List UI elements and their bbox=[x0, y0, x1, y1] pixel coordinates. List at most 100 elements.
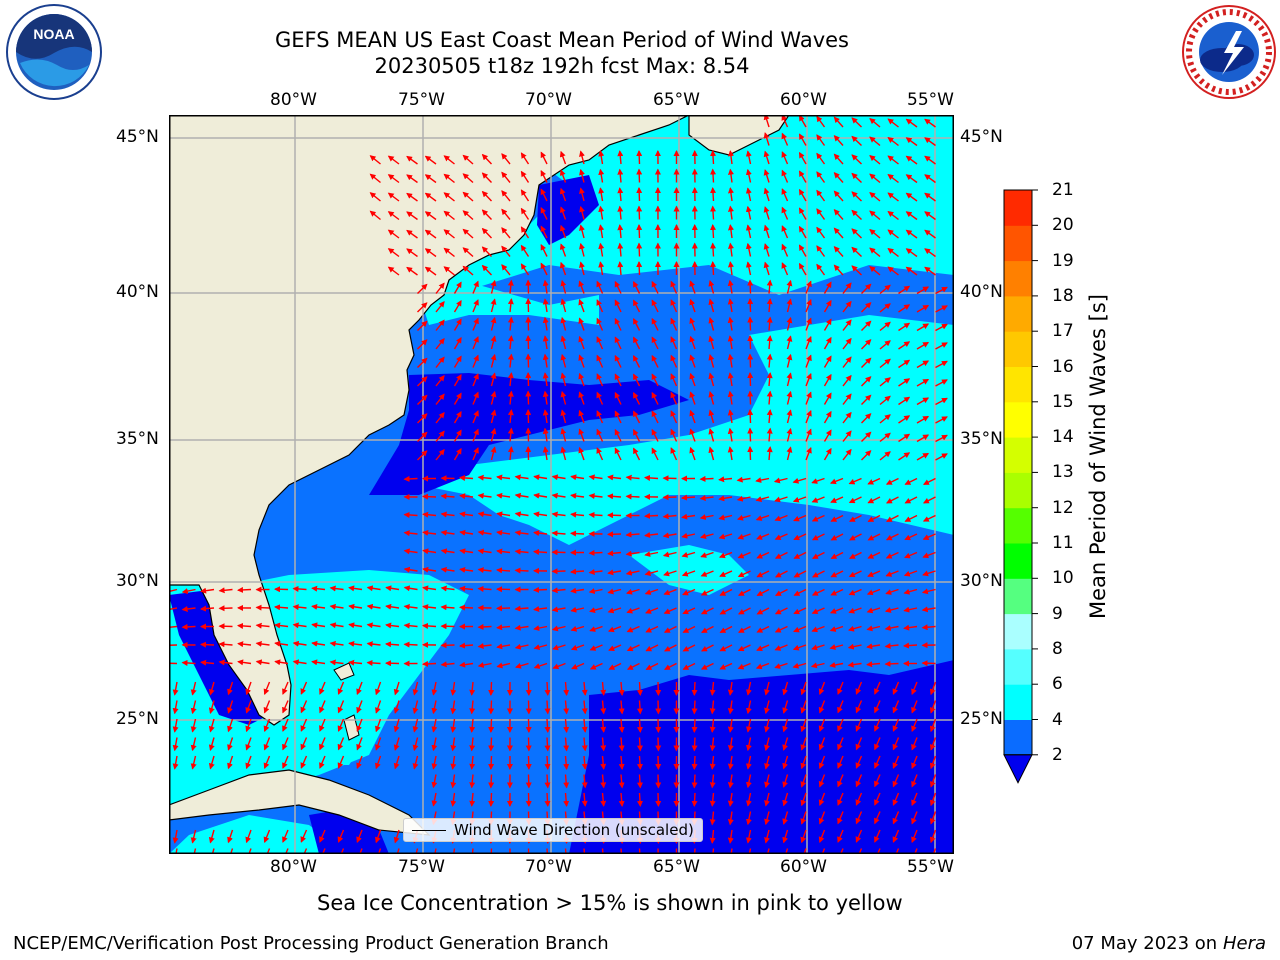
wind-wave-arrow bbox=[501, 227, 511, 239]
wind-wave-arrow bbox=[321, 848, 326, 854]
wind-wave-arrow bbox=[581, 700, 588, 715]
wind-wave-arrow bbox=[319, 718, 326, 732]
wind-wave-arrow bbox=[861, 339, 872, 350]
wind-wave-arrow bbox=[879, 358, 891, 369]
wind-wave-arrow bbox=[708, 298, 715, 313]
wind-wave-arrow bbox=[607, 550, 622, 557]
wind-wave-arrow bbox=[916, 378, 930, 387]
wind-wave-arrow bbox=[745, 242, 752, 257]
wind-wave-arrow bbox=[800, 829, 807, 844]
wind-wave-arrow bbox=[798, 188, 807, 202]
wind-wave-arrow bbox=[329, 640, 344, 647]
wind-wave-arrow bbox=[319, 681, 326, 695]
wind-wave-arrow bbox=[689, 280, 696, 294]
wind-wave-arrow bbox=[469, 700, 476, 715]
wind-wave-arrow bbox=[520, 263, 530, 276]
wind-wave-arrow bbox=[496, 511, 511, 518]
wind-wave-arrow bbox=[786, 390, 793, 405]
wind-wave-arrow bbox=[632, 429, 641, 442]
wind-wave-arrow bbox=[848, 570, 862, 578]
wind-wave-arrow bbox=[800, 718, 807, 733]
wind-wave-arrow bbox=[255, 622, 270, 629]
wind-wave-arrow bbox=[811, 625, 825, 633]
wind-wave-arrow bbox=[644, 532, 659, 538]
colorbar-extend-triangle bbox=[1003, 754, 1033, 784]
wind-wave-arrow bbox=[453, 281, 462, 294]
wind-wave-arrow bbox=[169, 606, 178, 613]
wind-wave-arrow bbox=[786, 427, 793, 442]
lat-label-left-35n: 35°N bbox=[116, 429, 159, 449]
wind-wave-arrow bbox=[227, 829, 234, 844]
wind-wave-arrow bbox=[766, 390, 773, 405]
wind-wave-arrow bbox=[459, 529, 474, 536]
wind-wave-arrow bbox=[208, 681, 215, 696]
wind-wave-arrow bbox=[542, 390, 549, 405]
wind-wave-arrow bbox=[782, 755, 789, 770]
wind-wave-arrow bbox=[708, 354, 715, 368]
wind-wave-arrow bbox=[851, 265, 862, 276]
wind-wave-arrow bbox=[544, 737, 551, 752]
wind-wave-arrow bbox=[227, 718, 234, 733]
wind-wave-arrow bbox=[190, 681, 197, 696]
wind-wave-arrow bbox=[578, 298, 585, 313]
colorbar-tick-label: 14 bbox=[1052, 427, 1074, 448]
wind-wave-arrow bbox=[490, 848, 493, 854]
wind-wave-arrow bbox=[823, 299, 832, 313]
wind-wave-arrow bbox=[861, 431, 872, 442]
wind-wave-arrow bbox=[700, 551, 714, 558]
wind-wave-arrow bbox=[424, 211, 437, 221]
wind-wave-arrow bbox=[514, 492, 529, 499]
lon-label-bottom-55w: 55°W bbox=[907, 857, 954, 877]
wind-wave-arrow bbox=[540, 170, 548, 183]
wind-wave-arrow bbox=[885, 588, 899, 595]
wind-wave-arrow bbox=[935, 434, 948, 443]
wind-wave-arrow bbox=[727, 224, 734, 239]
wind-wave-arrow bbox=[440, 585, 455, 592]
wind-wave-arrow bbox=[600, 792, 607, 807]
wind-wave-arrow bbox=[227, 700, 234, 714]
wind-wave-arrow bbox=[773, 477, 788, 484]
wind-wave-arrow bbox=[450, 774, 457, 789]
wind-wave-arrow bbox=[874, 829, 881, 843]
wind-wave-arrow bbox=[417, 283, 428, 295]
wind-wave-arrow bbox=[356, 755, 363, 770]
wind-wave-arrow bbox=[636, 187, 643, 202]
wind-wave-arrow bbox=[564, 848, 567, 854]
wind-wave-arrow bbox=[636, 774, 643, 789]
wind-wave-arrow bbox=[578, 409, 585, 424]
wind-wave-arrow bbox=[422, 660, 437, 667]
wind-wave-arrow bbox=[719, 588, 733, 596]
wind-wave-arrow bbox=[782, 774, 789, 788]
wind-wave-arrow bbox=[570, 606, 585, 613]
wind-wave-arrow bbox=[851, 228, 862, 239]
wind-wave-arrow bbox=[601, 848, 604, 854]
wind-wave-arrow bbox=[682, 625, 696, 633]
wind-wave-arrow bbox=[874, 792, 881, 806]
wind-wave-arrow bbox=[805, 317, 812, 331]
wind-wave-arrow bbox=[417, 413, 428, 424]
wind-wave-arrow bbox=[435, 412, 445, 424]
wind-wave-arrow bbox=[681, 494, 696, 501]
wind-wave-arrow bbox=[869, 210, 881, 221]
wind-wave-arrow bbox=[542, 353, 549, 368]
lat-label-left-40n: 40°N bbox=[116, 282, 159, 302]
wind-wave-arrow bbox=[763, 224, 770, 239]
wind-wave-arrow bbox=[431, 737, 438, 752]
wind-wave-arrow bbox=[636, 242, 643, 257]
lon-label-top-80w: 80°W bbox=[270, 90, 317, 110]
wind-wave-arrow bbox=[842, 356, 852, 368]
wind-wave-arrow bbox=[782, 681, 789, 696]
wind-wave-arrow bbox=[745, 737, 752, 752]
wind-wave-arrow bbox=[359, 848, 363, 854]
wind-wave-arrow bbox=[496, 662, 511, 669]
wind-wave-arrow bbox=[570, 644, 585, 651]
wind-wave-arrow bbox=[691, 700, 698, 715]
wind-wave-arrow bbox=[387, 266, 400, 276]
wind-wave-arrow bbox=[600, 737, 607, 752]
wind-wave-arrow bbox=[496, 529, 511, 536]
wind-wave-arrow bbox=[501, 208, 511, 220]
wind-wave-arrow bbox=[560, 427, 567, 442]
wind-wave-arrow bbox=[887, 155, 899, 165]
wind-wave-arrow bbox=[614, 391, 622, 405]
wind-wave-arrow bbox=[459, 511, 474, 518]
